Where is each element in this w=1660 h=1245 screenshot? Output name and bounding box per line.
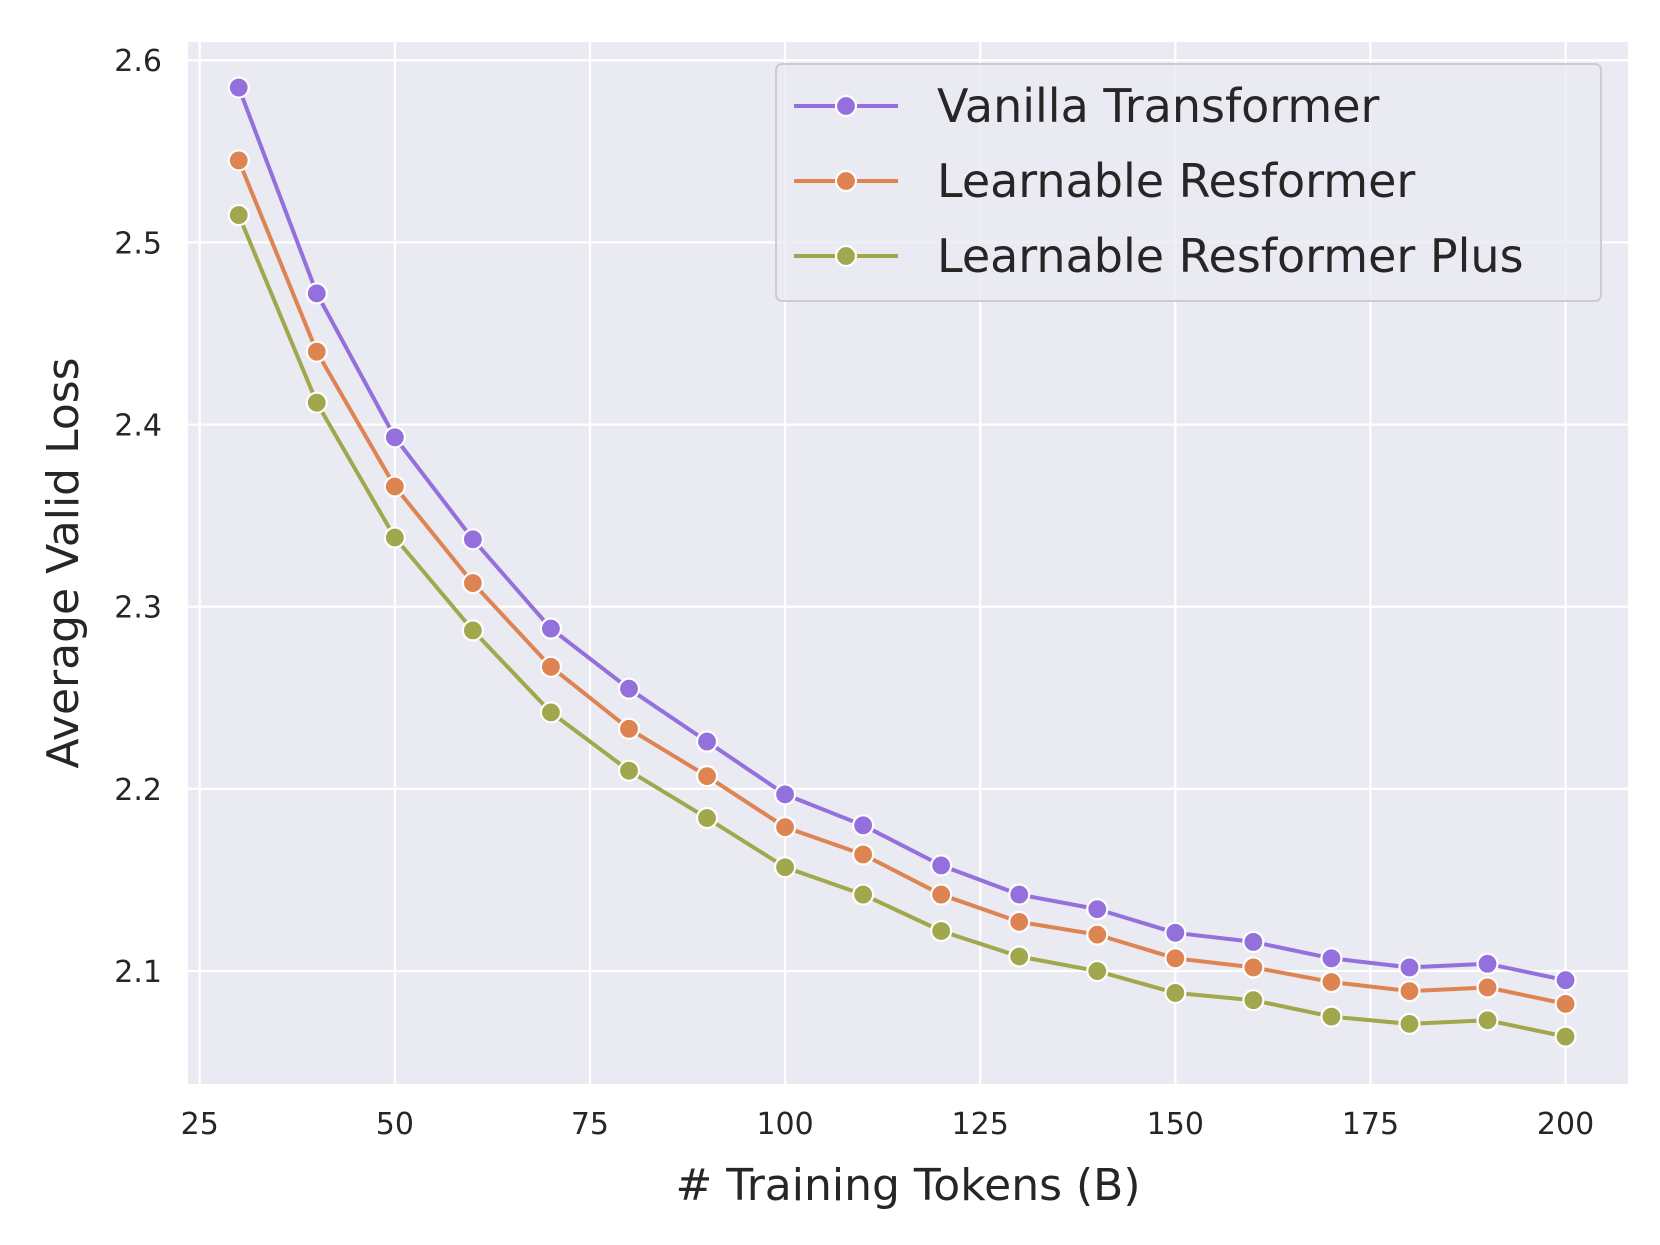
data-point [852, 843, 875, 866]
data-point [930, 883, 953, 906]
legend-label: Learnable Resformer Plus [937, 229, 1524, 283]
x-tick-label: 175 [1342, 1107, 1399, 1142]
data-point [539, 655, 563, 678]
x-tick-label: 100 [756, 1107, 813, 1142]
data-point [930, 854, 953, 877]
data-point [461, 571, 484, 595]
data-point [383, 526, 406, 549]
data-point [461, 528, 484, 551]
data-point [1554, 992, 1577, 1015]
legend: Vanilla Transformer Learnable Resformer Le… [775, 63, 1602, 302]
data-point [1476, 976, 1499, 999]
y-tick-label: 2.5 [114, 226, 162, 261]
data-point [1242, 956, 1265, 979]
data-point [1476, 952, 1499, 975]
data-point [1008, 883, 1031, 906]
data-point [1320, 970, 1343, 994]
data-point [852, 883, 875, 906]
series-1 [227, 149, 1577, 1015]
legend-label: Learnable Resformer [937, 154, 1415, 208]
series-line [236, 85, 1568, 983]
data-point [305, 391, 328, 414]
data-point [305, 340, 328, 363]
data-point [227, 76, 250, 99]
data-point [1164, 947, 1187, 970]
legend-label: Vanilla Transformer [937, 79, 1380, 133]
data-point [1242, 930, 1265, 954]
y-tick-label: 2.6 [114, 44, 162, 79]
series-line [236, 213, 1568, 1039]
series-group [227, 76, 1577, 1048]
legend-marker [834, 169, 858, 193]
data-point [1008, 945, 1031, 968]
data-point [539, 701, 563, 724]
legend-marker [834, 244, 858, 268]
x-axis-title: # Training Tokens (B) [675, 1160, 1140, 1211]
x-tick-label: 50 [376, 1107, 414, 1142]
x-tick-label: 125 [952, 1107, 1009, 1142]
data-point [695, 765, 719, 788]
data-point [617, 677, 641, 700]
data-point [1086, 923, 1109, 946]
data-point [773, 783, 797, 806]
data-point [1164, 921, 1187, 944]
y-tick-label: 2.3 [114, 591, 162, 626]
legend-marker [834, 94, 858, 118]
data-point [227, 149, 250, 172]
data-point [852, 814, 875, 837]
x-axis-ticks: 25 50 75 100 125 150 175 200 [181, 1107, 1595, 1142]
legend-box [775, 63, 1602, 302]
data-point [539, 617, 563, 640]
x-tick-label: 200 [1537, 1107, 1594, 1142]
x-tick-label: 75 [571, 1107, 609, 1142]
data-point [1398, 1012, 1421, 1035]
data-point [227, 203, 250, 227]
data-point [773, 856, 797, 879]
data-point [461, 619, 484, 642]
data-point [617, 717, 641, 740]
data-point [617, 759, 641, 782]
data-point [1086, 959, 1109, 983]
series-2 [227, 203, 1577, 1048]
series-0 [227, 76, 1577, 992]
legend-item: Vanilla Transformer [794, 79, 1380, 133]
data-point [1164, 981, 1187, 1005]
y-axis-title: Average Valid Loss [38, 357, 89, 768]
data-point [695, 806, 719, 830]
data-point [1398, 956, 1421, 979]
data-point [1320, 1005, 1343, 1028]
data-point [1242, 989, 1265, 1012]
data-point [773, 816, 797, 839]
data-point [1476, 1009, 1499, 1032]
data-point [383, 475, 406, 498]
data-point [1554, 969, 1577, 992]
data-point [930, 919, 953, 943]
y-tick-label: 2.1 [114, 955, 162, 990]
data-point [1086, 898, 1109, 921]
legend-item: Learnable Resformer Plus [794, 229, 1524, 283]
y-axis-ticks: 2.1 2.2 2.3 2.4 2.5 2.6 [114, 44, 162, 990]
x-tick-label: 25 [181, 1107, 219, 1142]
data-point [305, 282, 328, 305]
data-point [1554, 1025, 1577, 1048]
data-point [1320, 947, 1343, 970]
legend-item: Learnable Resformer [794, 154, 1415, 208]
series-line [236, 158, 1568, 1006]
data-point [1008, 910, 1031, 933]
y-tick-label: 2.2 [114, 773, 162, 808]
data-point [383, 426, 406, 449]
y-tick-label: 2.4 [114, 409, 162, 444]
x-tick-label: 150 [1147, 1107, 1204, 1142]
data-point [695, 730, 719, 753]
data-point [1398, 979, 1421, 1003]
